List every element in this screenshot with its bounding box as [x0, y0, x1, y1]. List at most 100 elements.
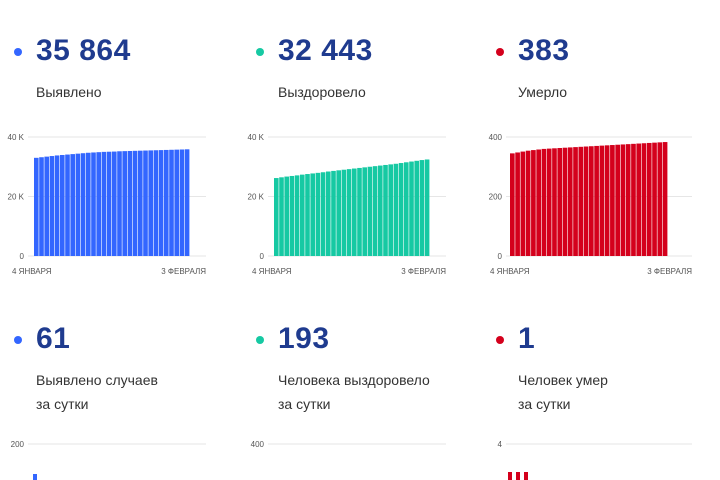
- bar: [646, 142, 652, 256]
- bar: [138, 150, 143, 256]
- bar: [573, 147, 578, 256]
- label-line-2: за сутки: [278, 396, 331, 412]
- bar: [383, 164, 388, 256]
- bar: [300, 174, 305, 256]
- y-tick-label: 40 K: [8, 133, 25, 142]
- bar: [346, 169, 352, 256]
- green-dot-icon: [256, 48, 264, 56]
- bar: [49, 156, 55, 256]
- chart-cases-daily-svg: 200: [11, 440, 206, 480]
- chart-cases-daily: 200: [0, 436, 220, 480]
- bar: [357, 167, 362, 256]
- bar: [589, 146, 594, 256]
- bar: [294, 175, 300, 256]
- stat-label: Умерло: [518, 84, 568, 100]
- stat-value: 61: [36, 322, 71, 355]
- bar: [341, 169, 347, 256]
- label-line-1: Человека выздоровело: [278, 372, 430, 388]
- bar: [525, 150, 531, 256]
- bar: [378, 165, 383, 256]
- bar: [174, 149, 179, 256]
- bar: [65, 154, 70, 256]
- bar: [274, 178, 279, 256]
- y-tick-label: 40 K: [248, 133, 265, 142]
- bar: [657, 142, 663, 256]
- bar: [86, 152, 91, 256]
- x-tick-label-start: 4 ЯНВАРЯ: [252, 267, 292, 276]
- bar: [524, 472, 528, 480]
- bar: [652, 142, 657, 256]
- bar: [516, 472, 520, 480]
- bar: [289, 175, 295, 256]
- bar: [75, 153, 81, 256]
- bar: [531, 150, 536, 256]
- chart-recovered-daily-svg: 400: [251, 440, 446, 449]
- bar: [112, 151, 117, 256]
- bar: [34, 157, 39, 256]
- bar: [117, 151, 122, 256]
- bar: [122, 151, 127, 256]
- bar: [404, 162, 409, 256]
- red-dot-icon: [496, 336, 504, 344]
- bar: [546, 148, 552, 256]
- bar: [636, 143, 642, 256]
- y-tick-label: 400: [251, 440, 265, 449]
- stat-label: Выявлено: [36, 84, 102, 100]
- bar: [326, 171, 331, 256]
- y-tick-label: 0: [498, 252, 503, 261]
- bar: [143, 150, 148, 256]
- bar: [158, 150, 164, 256]
- bar: [557, 148, 563, 256]
- y-tick-label: 4: [498, 440, 503, 449]
- stat-cases-daily: 61 Выявлено случаев за сутки: [14, 322, 158, 416]
- bar: [80, 153, 86, 256]
- bar: [615, 144, 620, 256]
- bar: [127, 150, 133, 256]
- bar: [414, 160, 419, 256]
- chart-recovered: 40 K 20 K 0 4 ЯНВАРЯ 3 ФЕВРАЛЯ: [240, 128, 460, 278]
- y-tick-label: 0: [260, 252, 265, 261]
- bar: [372, 166, 378, 256]
- stat-value: 383: [518, 34, 570, 67]
- stat-value: 35 864: [36, 34, 131, 67]
- bar: [106, 151, 112, 256]
- bar: [541, 148, 547, 256]
- red-dot-icon: [496, 48, 504, 56]
- stat-label: Выздоровело: [278, 84, 366, 100]
- x-tick-label-end: 3 ФЕВРАЛЯ: [401, 267, 446, 276]
- bar: [320, 172, 326, 256]
- bar: [315, 172, 321, 256]
- stat-value: 1: [518, 322, 536, 355]
- bar: [662, 142, 668, 256]
- label-line-1: Человек умер: [518, 372, 608, 388]
- bar: [641, 143, 647, 256]
- bar: [610, 145, 615, 256]
- y-tick-label: 20 K: [248, 193, 265, 202]
- blue-dot-icon: [14, 336, 22, 344]
- chart-recovered-daily: 400: [240, 436, 460, 480]
- bar: [510, 153, 515, 256]
- bar: [409, 161, 414, 256]
- bar: [578, 146, 584, 256]
- bar: [362, 167, 367, 256]
- chart-cases-svg: 40 K 20 K 0 4 ЯНВАРЯ 3 ФЕВРАЛЯ: [8, 133, 207, 276]
- y-tick-label: 20 K: [8, 193, 25, 202]
- x-tick-label-start: 4 ЯНВАРЯ: [490, 267, 530, 276]
- y-tick-label: 200: [11, 440, 25, 449]
- green-dot-icon: [256, 336, 264, 344]
- stat-deaths-daily: 1 Человек умер за сутки: [496, 322, 608, 416]
- bar: [169, 149, 174, 256]
- bar: [279, 177, 284, 256]
- bar: [33, 474, 37, 480]
- x-tick-label-end: 3 ФЕВРАЛЯ: [647, 267, 692, 276]
- bar: [284, 176, 289, 256]
- chart-recovered-svg: 40 K 20 K 0 4 ЯНВАРЯ 3 ФЕВРАЛЯ: [248, 133, 447, 276]
- bar: [631, 143, 636, 256]
- bar: [367, 166, 373, 256]
- y-tick-label: 0: [20, 252, 25, 261]
- stat-label: Человек умер за сутки: [518, 368, 608, 416]
- bar: [552, 148, 557, 256]
- bar: [132, 150, 138, 256]
- label-line-2: за сутки: [518, 396, 571, 412]
- bar: [184, 149, 190, 256]
